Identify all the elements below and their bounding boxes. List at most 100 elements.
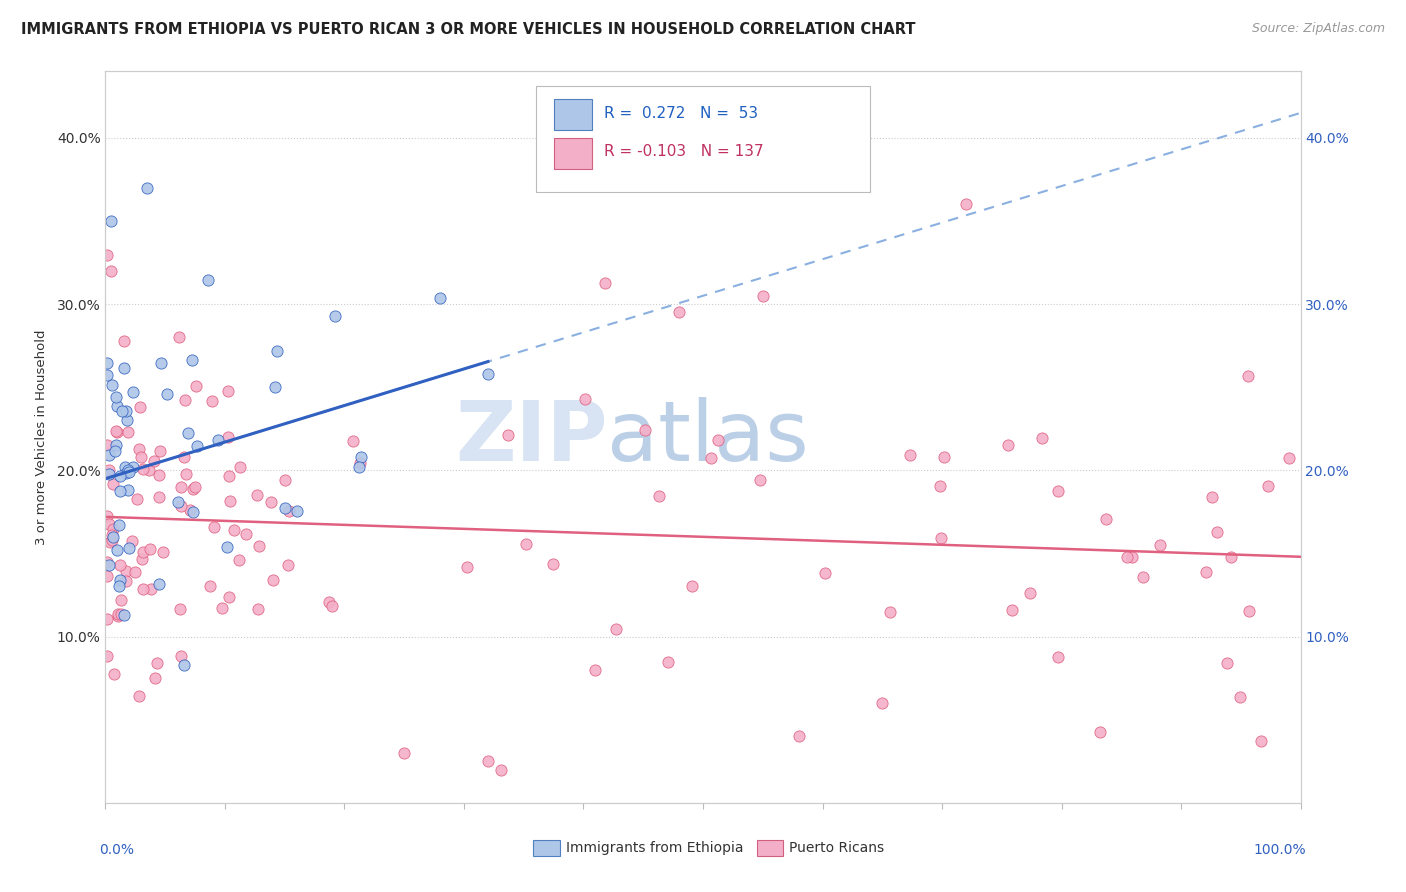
Point xyxy=(277,558,299,573)
Point xyxy=(541,557,564,571)
Point xyxy=(342,434,364,448)
Point xyxy=(149,444,172,458)
Point xyxy=(247,539,270,553)
Point xyxy=(229,459,252,474)
Point xyxy=(218,493,240,508)
Point xyxy=(108,573,131,587)
Point xyxy=(111,403,134,417)
Point xyxy=(110,593,132,607)
Point xyxy=(879,605,901,619)
Point xyxy=(173,450,195,465)
Point xyxy=(138,463,160,477)
Text: ZIP: ZIP xyxy=(456,397,607,477)
Point xyxy=(114,460,136,475)
Point xyxy=(148,491,170,505)
Point xyxy=(156,386,179,401)
Point xyxy=(668,305,690,319)
Point xyxy=(98,467,121,481)
Point xyxy=(100,264,122,278)
Point xyxy=(1237,604,1260,618)
Text: 100.0%: 100.0% xyxy=(1254,843,1306,857)
Y-axis label: 3 or more Vehicles in Household: 3 or more Vehicles in Household xyxy=(35,329,48,545)
Point xyxy=(700,450,723,465)
Point xyxy=(148,467,170,482)
Point xyxy=(751,289,773,303)
Point xyxy=(105,543,128,558)
Point xyxy=(1229,690,1251,705)
Point xyxy=(318,595,340,609)
Text: Source: ZipAtlas.com: Source: ZipAtlas.com xyxy=(1251,22,1385,36)
Text: atlas: atlas xyxy=(607,397,808,477)
Point xyxy=(110,607,132,621)
Point xyxy=(114,404,136,418)
Point xyxy=(177,425,200,440)
Point xyxy=(115,466,138,480)
Point xyxy=(104,437,127,451)
Point xyxy=(955,197,977,211)
Point xyxy=(235,526,257,541)
FancyBboxPatch shape xyxy=(756,840,783,856)
Point xyxy=(1047,650,1070,665)
Point xyxy=(125,492,148,507)
Point xyxy=(1047,484,1070,499)
Point xyxy=(274,500,297,515)
Point xyxy=(132,545,155,559)
Point xyxy=(146,656,169,670)
Point xyxy=(1278,451,1301,466)
Point xyxy=(1121,549,1143,564)
Point xyxy=(136,180,159,194)
Point xyxy=(184,480,207,494)
Point xyxy=(108,558,131,572)
Point xyxy=(105,425,128,439)
Point xyxy=(96,437,118,451)
Point xyxy=(107,518,129,533)
Point xyxy=(648,489,671,503)
Point xyxy=(122,385,145,400)
Point xyxy=(217,384,239,399)
Point xyxy=(132,462,155,476)
Point xyxy=(1018,586,1040,600)
Point xyxy=(1094,512,1116,526)
Point xyxy=(148,577,170,591)
Text: 0.0%: 0.0% xyxy=(100,843,135,857)
Point xyxy=(128,689,150,703)
Point xyxy=(100,533,122,548)
Point xyxy=(211,601,233,615)
Point xyxy=(707,433,730,447)
Point xyxy=(929,479,952,493)
Point xyxy=(112,607,135,622)
Point xyxy=(96,356,118,370)
Point xyxy=(169,602,191,616)
Point xyxy=(122,459,145,474)
Point xyxy=(934,450,956,465)
Point xyxy=(98,535,121,549)
Point xyxy=(1257,479,1279,493)
FancyBboxPatch shape xyxy=(536,86,870,192)
Point xyxy=(124,565,146,579)
Point xyxy=(117,425,139,439)
Point xyxy=(1090,725,1112,739)
Point xyxy=(217,429,239,443)
Point xyxy=(108,579,131,593)
Point xyxy=(104,443,127,458)
Point xyxy=(101,522,124,536)
Point xyxy=(96,555,118,569)
Point xyxy=(264,380,287,394)
Point xyxy=(748,473,770,487)
Point xyxy=(115,413,138,427)
Point xyxy=(266,344,288,359)
Text: R = -0.103   N = 137: R = -0.103 N = 137 xyxy=(603,145,763,160)
Point xyxy=(321,599,343,613)
Text: Immigrants from Ethiopia: Immigrants from Ethiopia xyxy=(565,841,742,855)
Point xyxy=(1216,657,1239,671)
Point xyxy=(186,439,208,453)
Point xyxy=(657,655,679,669)
Point xyxy=(96,568,118,582)
Point xyxy=(169,330,191,344)
Point xyxy=(605,622,627,636)
Point xyxy=(103,666,125,681)
Point xyxy=(429,292,451,306)
Point xyxy=(184,379,207,393)
Point xyxy=(218,590,240,604)
Point xyxy=(98,516,121,531)
